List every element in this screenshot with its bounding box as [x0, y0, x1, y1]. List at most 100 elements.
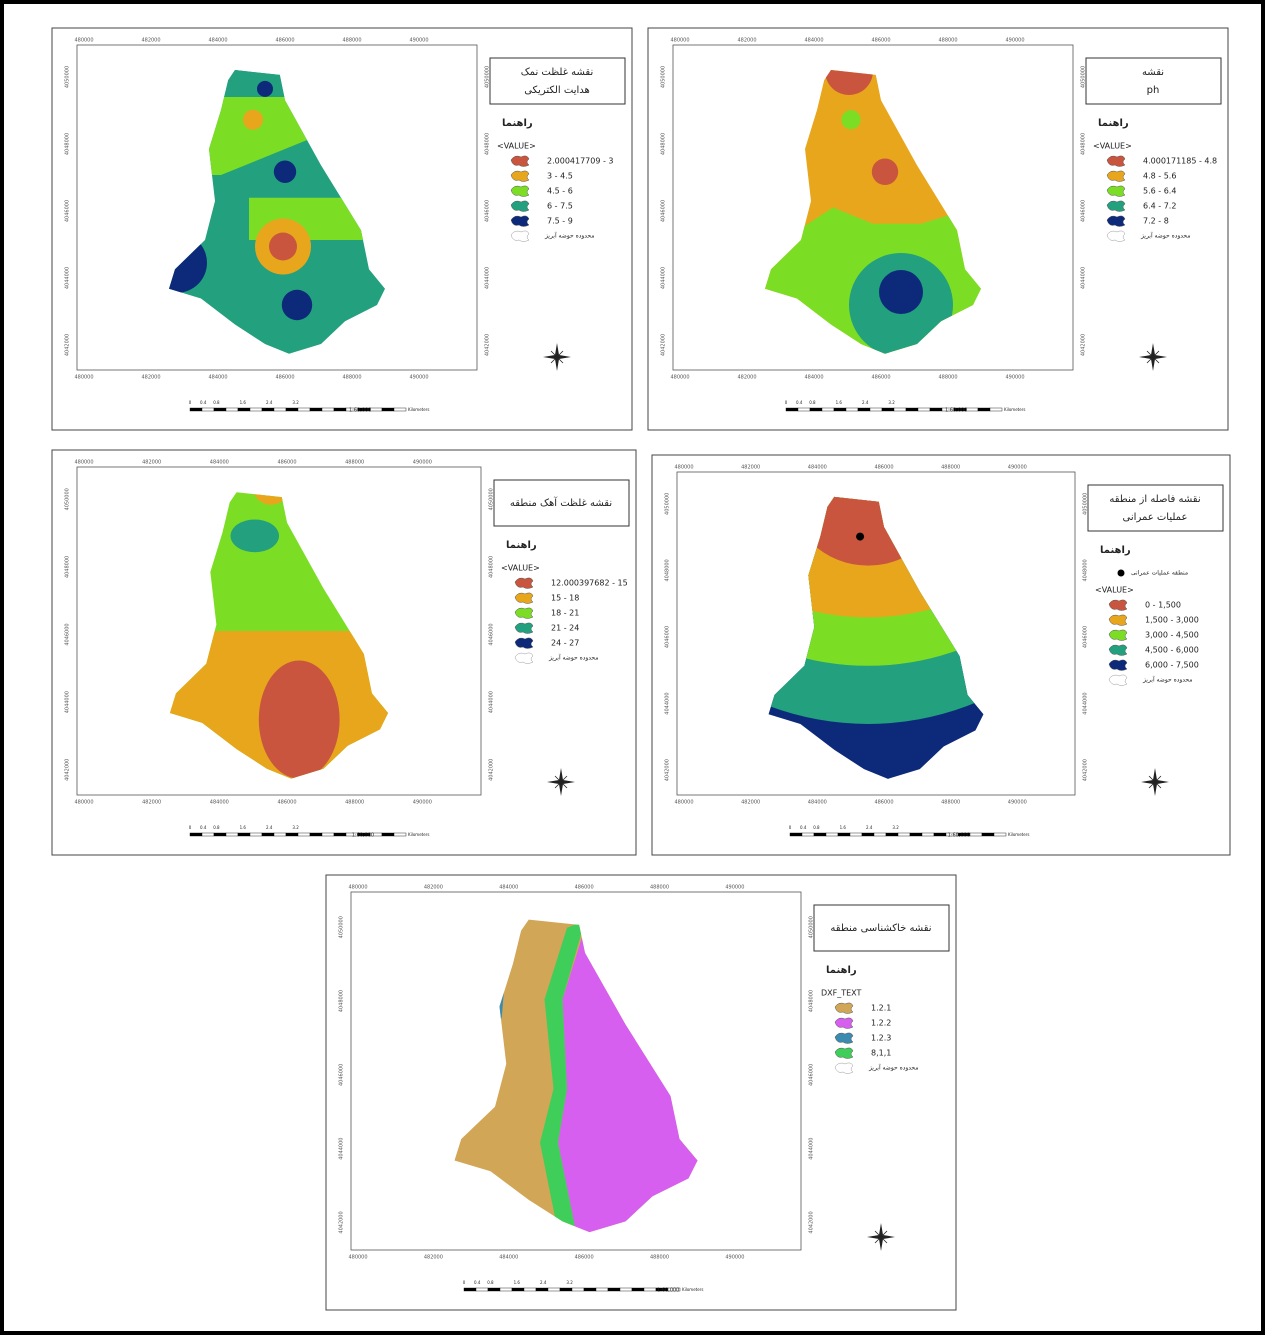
scale-segment [801, 832, 815, 837]
legend-heading: راهنما [506, 540, 537, 551]
scale-segment [837, 832, 851, 837]
y-coord-label: 4050000 [661, 66, 667, 88]
legend-label: 2.000417709 - 3 [547, 157, 614, 166]
x-coord-label: 486000 [575, 1255, 594, 1261]
y-coord-label: 4044000 [1081, 267, 1087, 289]
scale-segment [393, 407, 407, 412]
legend-label: 21 - 24 [551, 624, 579, 633]
legend-swatch [834, 1002, 854, 1014]
scale-label: 0.8 [813, 825, 820, 830]
y-coord-label: 4048000 [809, 990, 815, 1012]
y-coord-label: 4044000 [809, 1138, 815, 1160]
scale-segment [225, 407, 239, 412]
y-coord-label: 4044000 [489, 691, 495, 713]
x-coord-label: 480000 [74, 800, 93, 806]
y-coord-label: 4048000 [665, 559, 671, 581]
x-coord-label: 484000 [208, 375, 227, 381]
scale-label: 2.4 [866, 825, 873, 830]
scale-segment [905, 407, 919, 412]
legend-heading: راهنما [826, 965, 857, 976]
y-coord-label: 4042000 [1083, 759, 1089, 781]
y-coord-label: 4046000 [339, 1064, 345, 1086]
x-coord-label: 480000 [74, 38, 93, 44]
scale-segment [607, 1287, 621, 1292]
scale-segment [237, 832, 251, 837]
legend-label: 4.5 - 6 [547, 187, 573, 196]
legend-swatch [1106, 200, 1126, 212]
legend-swatch [834, 1017, 854, 1029]
scale-segment [965, 407, 979, 412]
scale-segment [809, 407, 823, 412]
x-coord-label: 482000 [142, 460, 161, 466]
legend-swatch [510, 185, 530, 197]
scale-unit: Kilometers [1008, 832, 1029, 837]
legend-label: 12.000397682 - 15 [551, 579, 628, 588]
legend-field: <VALUE> [497, 142, 536, 151]
y-coord-label: 4046000 [485, 200, 491, 222]
scale-segment [881, 407, 895, 412]
x-coord-label: 482000 [741, 800, 760, 806]
map-title: نقشه غلظت آهک منطقه [510, 496, 612, 509]
scale-label: 1.6 [240, 825, 247, 830]
scale-label: 2.4 [266, 400, 273, 405]
y-coord-label: 4046000 [661, 200, 667, 222]
x-coord-label: 484000 [499, 1255, 518, 1261]
scale-segment [917, 407, 931, 412]
legend-swatch [510, 155, 530, 167]
scale-segment [571, 1287, 585, 1292]
x-coord-label: 490000 [409, 38, 428, 44]
scale-segment [463, 1287, 477, 1292]
map-panel: 480000 480000 482000 482000 484000 484000 4860… [647, 27, 1229, 431]
x-coord-label: 490000 [1005, 38, 1024, 44]
legend-field: <VALUE> [501, 564, 540, 573]
scale-ratio: 1:60,000 [945, 408, 967, 414]
scale-segment [595, 1287, 609, 1292]
legend-heading: راهنما [1098, 118, 1129, 129]
y-coord-label: 4042000 [339, 1211, 345, 1233]
y-coord-label: 4042000 [485, 334, 491, 356]
x-coord-label: 482000 [141, 375, 160, 381]
y-coord-label: 4046000 [65, 200, 71, 222]
scale-segment [285, 832, 299, 837]
scale-label: 0 [789, 825, 792, 830]
x-coord-label: 486000 [871, 375, 890, 381]
x-coord-label: 480000 [74, 375, 93, 381]
scale-label: 0.8 [809, 400, 816, 405]
scale-segment [833, 407, 847, 412]
north-arrow [554, 775, 568, 789]
y-coord-label: 4046000 [1083, 626, 1089, 648]
scale-ratio: 1:60,000 [948, 833, 970, 839]
x-coord-label: 482000 [142, 800, 161, 806]
legend-swatch [1106, 230, 1126, 242]
map-title: ph [1147, 85, 1160, 96]
y-coord-label: 4042000 [665, 759, 671, 781]
scale-segment [297, 832, 311, 837]
legend-label: 5.6 - 6.4 [1143, 187, 1176, 196]
scale-segment [511, 1287, 525, 1292]
y-coord-label: 4050000 [489, 488, 495, 510]
map-title: هدایت الکتریکی [524, 85, 590, 96]
scale-segment [861, 832, 875, 837]
scale-segment [977, 407, 991, 412]
x-coord-label: 490000 [1005, 375, 1024, 381]
scale-segment [273, 407, 287, 412]
scale-segment [893, 407, 907, 412]
zone [281, 289, 313, 321]
legend-label: 0 - 1,500 [1145, 601, 1181, 610]
scale-unit: Kilometers [1004, 407, 1025, 412]
y-coord-label: 4048000 [489, 556, 495, 578]
x-coord-label: 480000 [74, 460, 93, 466]
scale-segment [869, 407, 883, 412]
scale-label: 1.6 [836, 400, 843, 405]
scale-segment [487, 1287, 501, 1292]
legend-swatch [510, 230, 530, 242]
legend-heading: راهنما [502, 118, 533, 129]
y-coord-label: 4042000 [1081, 334, 1087, 356]
y-coord-label: 4042000 [809, 1211, 815, 1233]
scale-segment [981, 832, 995, 837]
scale-segment [813, 832, 827, 837]
scale-label: 0.8 [213, 400, 220, 405]
x-coord-label: 486000 [575, 885, 594, 891]
x-coord-label: 482000 [424, 885, 443, 891]
scale-segment [849, 832, 863, 837]
